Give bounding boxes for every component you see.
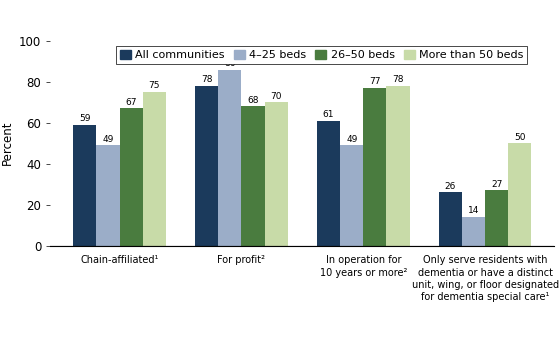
Legend: All communities, 4–25 beds, 26–50 beds, More than 50 beds: All communities, 4–25 beds, 26–50 beds, … [116,46,527,63]
Bar [120,108,143,246]
Bar [439,192,462,246]
Text: 61: 61 [323,110,334,119]
Bar [195,86,218,246]
Bar [340,145,363,246]
Bar [363,88,386,246]
Text: 86: 86 [224,59,236,68]
Text: 49: 49 [346,135,357,144]
Text: 77: 77 [369,77,381,86]
Bar [73,125,96,246]
Text: 78: 78 [393,75,404,84]
Bar [96,145,120,246]
Text: 50: 50 [514,133,526,142]
Text: 70: 70 [270,92,282,101]
Text: 67: 67 [125,98,137,107]
Text: 78: 78 [201,75,212,84]
Bar [386,86,409,246]
Bar [485,190,508,246]
Text: 59: 59 [79,114,91,123]
Bar [241,106,265,246]
Text: 49: 49 [102,135,114,144]
Text: 75: 75 [148,81,160,90]
Y-axis label: Percent: Percent [1,121,13,165]
Bar [317,121,340,246]
Text: 14: 14 [468,206,479,215]
Text: 27: 27 [491,180,502,189]
Bar [462,217,485,246]
Text: 26: 26 [445,182,456,191]
Bar [218,70,241,246]
Bar [508,143,531,246]
Bar [265,102,288,246]
Text: 68: 68 [248,96,259,105]
Bar [143,92,166,246]
